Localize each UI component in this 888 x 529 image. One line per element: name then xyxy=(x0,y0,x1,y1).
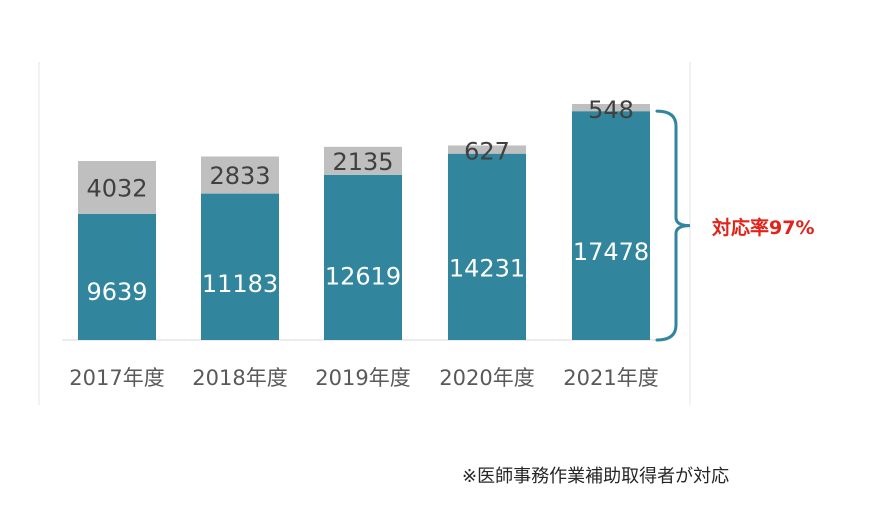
data-label: 12619 xyxy=(325,263,401,291)
x-tick-label: 2018年度 xyxy=(192,366,287,390)
bar-top-2020年度 xyxy=(448,145,526,154)
bar-bottom-2018年度 xyxy=(201,193,279,340)
bar-bottom-2021年度 xyxy=(572,111,650,340)
data-label: 548 xyxy=(588,96,634,124)
response-rate-annotation: 対応率97% xyxy=(711,216,814,239)
data-label: 2135 xyxy=(332,148,393,176)
data-label: 17478 xyxy=(573,238,649,266)
bar-bottom-2017年度 xyxy=(78,213,156,340)
data-label: 627 xyxy=(464,137,510,165)
bars-group: 9639 4032 11183 2833 12619 2135 14231 627 17478 5… xyxy=(78,96,650,340)
data-label: 11183 xyxy=(202,270,278,298)
bar-bottom-2020年度 xyxy=(448,153,526,340)
x-tick-label: 2021年度 xyxy=(563,366,658,390)
data-label: 14231 xyxy=(449,254,525,282)
x-axis-labels: 2017年度 2018年度 2019年度 2020年度 2021年度 xyxy=(69,366,658,390)
bar-bottom-2019年度 xyxy=(324,174,402,340)
bar-top-2017年度 xyxy=(78,161,156,214)
x-tick-label: 2017年度 xyxy=(69,366,164,390)
bar-top-2021年度 xyxy=(572,104,650,112)
bar-top-2019年度 xyxy=(324,146,402,175)
brace-icon xyxy=(655,109,691,342)
x-tick-label: 2019年度 xyxy=(315,366,410,390)
x-tick-label: 2020年度 xyxy=(439,366,534,390)
footnote: ※医師事務作業補助取得者が対応 xyxy=(462,466,730,487)
data-label: 2833 xyxy=(209,162,270,190)
data-label: 9639 xyxy=(86,278,147,306)
bar-top-2018年度 xyxy=(201,156,279,194)
data-label: 4032 xyxy=(86,174,147,202)
